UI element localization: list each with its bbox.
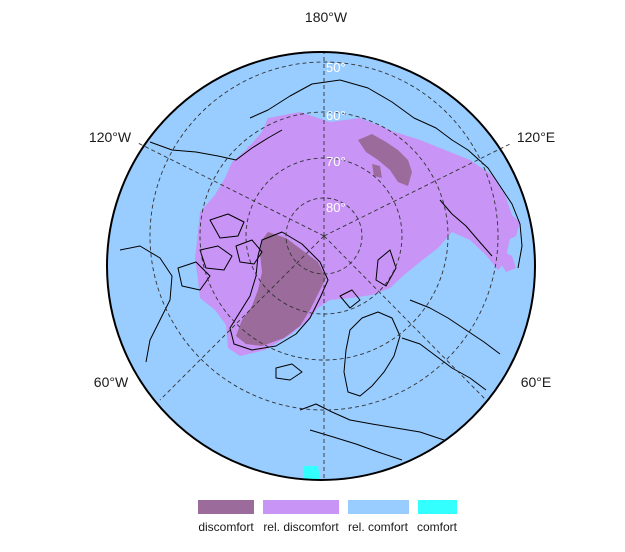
lat-label-80: 80° xyxy=(326,200,346,215)
legend: discomfort rel. discomfort rel. comfort … xyxy=(198,500,458,534)
lon-label-120w: 120°W xyxy=(89,129,132,145)
lon-label-60w: 60°W xyxy=(94,374,129,390)
legend-swatch-rel-comfort xyxy=(348,500,409,514)
lon-label-120e: 120°E xyxy=(517,129,555,145)
lat-label-70: 70° xyxy=(326,154,346,169)
region-discomfort-siberia xyxy=(358,134,412,186)
region-comfort xyxy=(304,466,320,480)
legend-label-discomfort: discomfort xyxy=(198,520,254,534)
lon-label-180w: 180°W xyxy=(305,9,348,25)
globe-rim xyxy=(106,51,536,481)
legend-label-rel-discomfort: rel. discomfort xyxy=(263,520,339,534)
lat-label-60: 60° xyxy=(326,108,346,123)
legend-swatch-comfort xyxy=(418,500,457,514)
legend-swatch-rel-discomfort xyxy=(263,500,339,514)
legend-label-comfort: comfort xyxy=(417,520,458,534)
legend-label-rel-comfort: rel. comfort xyxy=(348,520,409,534)
lat-label-50: 50° xyxy=(326,60,346,75)
graticule xyxy=(137,52,513,480)
lon-label-60e: 60°E xyxy=(521,374,552,390)
region-discomfort xyxy=(236,232,326,346)
legend-swatch-discomfort xyxy=(198,500,254,514)
